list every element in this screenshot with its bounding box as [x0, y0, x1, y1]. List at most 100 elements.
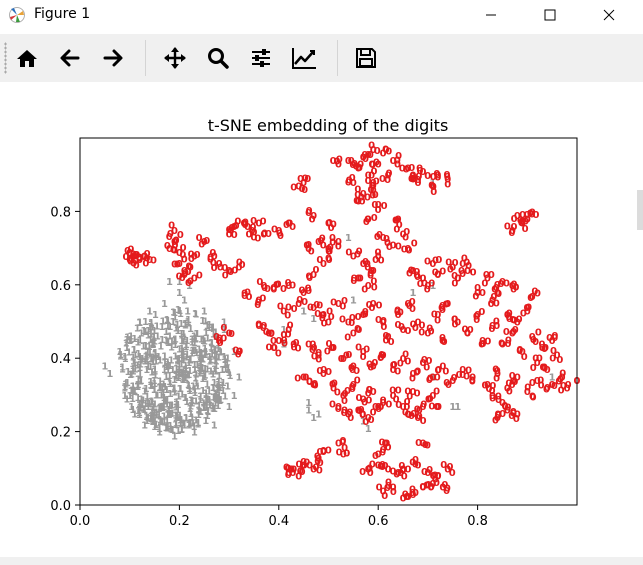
point-digit-0: 0 — [434, 173, 441, 184]
point-digit-0: 0 — [374, 247, 381, 258]
point-digit-1: 1 — [197, 361, 204, 372]
point-digit-0: 0 — [167, 229, 174, 240]
point-digit-1: 1 — [151, 364, 158, 375]
point-digit-0: 0 — [506, 314, 513, 325]
point-digit-1: 1 — [173, 399, 180, 410]
point-digit-1: 1 — [194, 329, 201, 340]
point-digit-1: 1 — [168, 355, 175, 366]
point-digit-0: 0 — [430, 172, 437, 183]
point-digit-1: 1 — [159, 335, 166, 346]
toolbar-grip[interactable] — [4, 42, 7, 74]
point-digit-0: 0 — [315, 453, 322, 464]
point-digit-0: 0 — [375, 402, 382, 413]
point-digit-0: 0 — [317, 236, 324, 247]
point-digit-0: 0 — [384, 238, 391, 249]
point-digit-0: 0 — [326, 218, 333, 229]
point-digit-1: 1 — [147, 322, 154, 333]
point-digit-0: 0 — [365, 413, 372, 424]
point-digit-1: 1 — [219, 365, 226, 376]
maximize-button[interactable] — [527, 0, 573, 30]
point-digit-0: 0 — [295, 459, 302, 470]
axes-edit-button[interactable] — [289, 43, 319, 73]
point-digit-1: 1 — [136, 318, 143, 329]
point-digit-0: 0 — [150, 256, 157, 267]
point-digit-1: 1 — [305, 406, 312, 417]
forward-button[interactable] — [98, 43, 128, 73]
point-digit-0: 0 — [341, 405, 348, 416]
point-digit-0: 0 — [174, 260, 181, 271]
point-digit-1: 1 — [106, 369, 113, 380]
point-digit-1: 1 — [154, 391, 161, 402]
home-button[interactable] — [12, 43, 42, 73]
save-button[interactable] — [351, 43, 381, 73]
point-digit-1: 1 — [170, 317, 177, 328]
pan-button[interactable] — [160, 43, 190, 73]
point-digit-1: 1 — [188, 396, 195, 407]
point-digit-1: 1 — [183, 340, 190, 351]
point-digit-0: 0 — [370, 266, 377, 277]
point-digit-0: 0 — [283, 463, 290, 474]
point-digit-1: 1 — [202, 416, 209, 427]
point-digit-0: 0 — [361, 150, 368, 161]
point-digit-1: 1 — [194, 382, 201, 393]
point-digit-1: 1 — [161, 417, 168, 428]
subplots-button[interactable] — [246, 43, 276, 73]
point-digit-0: 0 — [261, 283, 268, 294]
point-digit-0: 0 — [501, 401, 508, 412]
back-button[interactable] — [55, 43, 85, 73]
point-digit-0: 0 — [550, 346, 557, 357]
point-digit-0: 0 — [330, 220, 337, 231]
point-digit-0: 0 — [305, 340, 312, 351]
point-digit-1: 1 — [123, 395, 130, 406]
point-digit-1: 1 — [148, 413, 155, 424]
point-digit-0: 0 — [419, 439, 426, 450]
point-digit-0: 0 — [395, 400, 402, 411]
point-digit-0: 0 — [371, 358, 378, 369]
point-digit-1: 1 — [175, 426, 182, 437]
point-digit-0: 0 — [511, 377, 518, 388]
point-digit-0: 0 — [444, 172, 451, 183]
close-button[interactable] — [586, 0, 632, 30]
y-tick-label: 0.6 — [50, 279, 71, 294]
point-digit-1: 1 — [222, 360, 229, 371]
point-digit-0: 0 — [171, 237, 178, 248]
point-digit-1: 1 — [158, 390, 165, 401]
point-digit-0: 0 — [491, 284, 498, 295]
point-digit-0: 0 — [510, 327, 517, 338]
point-digit-1: 1 — [182, 319, 189, 330]
point-digit-0: 0 — [325, 247, 332, 258]
point-digit-1: 1 — [129, 405, 136, 416]
point-digit-1: 1 — [429, 281, 436, 292]
point-digit-0: 0 — [444, 174, 451, 185]
point-digit-0: 0 — [479, 336, 486, 347]
point-digit-1: 1 — [162, 423, 169, 434]
point-digit-0: 0 — [565, 380, 572, 391]
point-digit-1: 1 — [138, 328, 145, 339]
point-digit-1: 1 — [148, 381, 155, 392]
point-digit-1: 1 — [300, 306, 307, 317]
point-digit-0: 0 — [280, 284, 287, 295]
point-digit-0: 0 — [370, 185, 377, 196]
point-digit-0: 0 — [364, 263, 371, 274]
point-digit-0: 0 — [276, 228, 283, 239]
point-digit-0: 0 — [478, 339, 485, 350]
point-digit-0: 0 — [452, 258, 459, 269]
figure-canvas[interactable]: t-SNE embedding of the digits 1111111111… — [0, 82, 643, 557]
point-digit-0: 0 — [375, 450, 382, 461]
point-digit-0: 0 — [385, 478, 392, 489]
point-digit-1: 1 — [143, 365, 150, 376]
home-icon — [17, 50, 37, 67]
point-digit-0: 0 — [529, 332, 536, 343]
point-digit-0: 0 — [439, 483, 446, 494]
point-digit-0: 0 — [316, 300, 323, 311]
point-digit-1: 1 — [121, 352, 128, 363]
point-digit-1: 1 — [217, 348, 224, 359]
point-digit-1: 1 — [136, 410, 143, 421]
point-digit-0: 0 — [348, 318, 355, 329]
point-digit-0: 0 — [236, 258, 243, 269]
point-digit-0: 0 — [295, 182, 302, 193]
minimize-button[interactable] — [468, 0, 514, 30]
point-digit-0: 0 — [361, 284, 368, 295]
point-digit-0: 0 — [320, 241, 327, 252]
zoom-button[interactable] — [203, 43, 233, 73]
